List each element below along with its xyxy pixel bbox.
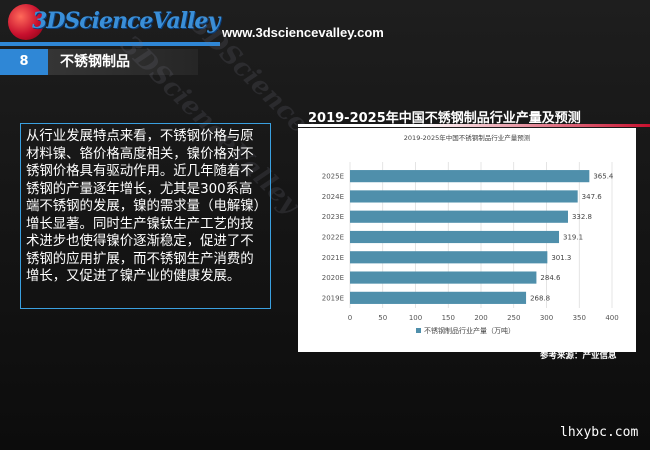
x-tick-label: 150 <box>442 314 455 322</box>
category-label: 2019E <box>322 294 344 302</box>
category-label: 2021E <box>322 254 344 262</box>
chart-legend: 不锈钢制品行业产量（万吨） <box>416 326 515 335</box>
bar <box>350 271 537 284</box>
section-title: 不锈钢制品 <box>60 54 130 70</box>
chart-x-ticks: 0 50 100 150 200 250 300 350 400 <box>348 314 619 322</box>
bar-value-label: 332.8 <box>572 213 592 221</box>
header-divider <box>0 42 220 46</box>
source-note: 参考来源：产业信息 <box>540 351 617 361</box>
bar <box>350 170 590 183</box>
bar-value-label: 319.1 <box>563 234 583 242</box>
category-label: 2023E <box>322 213 344 221</box>
bar-value-label: 301.3 <box>551 254 571 262</box>
x-tick-label: 200 <box>474 314 487 322</box>
bar <box>350 251 548 264</box>
chart-title: 2019-2025年中国不锈钢制品行业产量预测 <box>404 133 531 142</box>
corner-watermark: lhxybc.com <box>560 425 639 440</box>
x-tick-label: 50 <box>378 314 387 322</box>
bar-value-label: 347.6 <box>582 193 603 201</box>
bar-value-label: 268.8 <box>530 294 550 302</box>
bar-value-label: 284.6 <box>540 274 561 282</box>
legend-label: 不锈钢制品行业产量（万吨） <box>424 326 515 335</box>
x-tick-label: 100 <box>409 314 422 322</box>
chart-heading-divider <box>298 124 650 127</box>
category-label: 2025E <box>322 173 344 181</box>
x-tick-label: 250 <box>507 314 520 322</box>
description-text: 从行业发展特点来看，不锈钢价格与原材料镍、铬价格高度相关，镍价格对不锈钢价格具有… <box>20 123 271 309</box>
logo-text: 3DScienceValley <box>32 8 220 34</box>
category-label: 2024E <box>322 193 344 201</box>
brand-logo: 3DScienceValley <box>8 2 220 44</box>
category-label: 2022E <box>322 234 344 242</box>
chart-bars: 365.4 347.6 332.8 319.1 301.3 284.6 268.8 <box>350 170 614 304</box>
x-tick-label: 400 <box>605 314 618 322</box>
section-number: 8 <box>0 49 48 75</box>
bar-value-label: 365.4 <box>593 173 614 181</box>
bar <box>350 210 568 223</box>
site-url: www.3dsciencevalley.com <box>222 25 384 40</box>
chart-category-labels: 2025E 2024E 2023E 2022E 2021E 2020E 2019E <box>322 173 344 303</box>
logo-emblem-icon <box>8 4 44 40</box>
bar-chart: 2019-2025年中国不锈钢制品行业产量预测 365.4347.6332.83… <box>322 133 619 335</box>
section-header: 8 不锈钢制品 <box>0 49 198 75</box>
x-tick-label: 350 <box>573 314 586 322</box>
category-label: 2020E <box>322 274 344 282</box>
x-tick-label: 0 <box>348 314 352 322</box>
bar <box>350 230 560 244</box>
x-tick-label: 300 <box>540 314 553 322</box>
bar <box>350 291 527 304</box>
chart-panel: 2019-2025年中国不锈钢制品行业产量预测 365.4 347.6 332.8 3… <box>298 128 636 352</box>
bar <box>350 190 578 203</box>
legend-swatch <box>416 328 421 333</box>
chart-heading: 2019-2025年中国不锈钢制品行业产量及预测 <box>308 111 581 126</box>
